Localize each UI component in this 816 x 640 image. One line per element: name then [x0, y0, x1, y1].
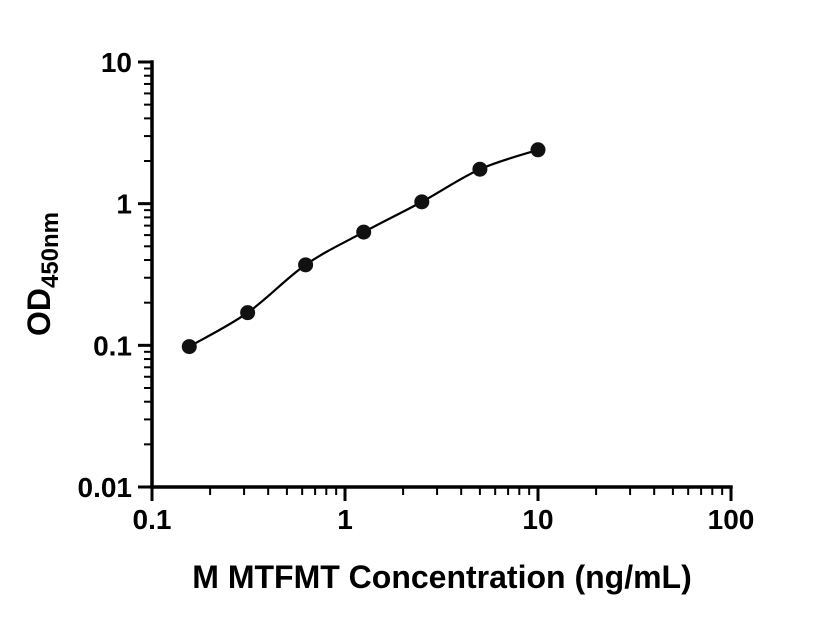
data-point-marker: [181, 339, 197, 355]
data-point-marker: [414, 194, 430, 210]
data-point-marker: [472, 161, 488, 177]
x-tick-label: 10: [522, 504, 553, 535]
data-point-marker: [240, 305, 256, 321]
y-tick-label: 0.1: [93, 330, 132, 361]
y-tick-label: 1: [116, 189, 132, 220]
x-axis-label: M MTFMT Concentration (ng/mL): [192, 559, 691, 595]
y-axis-label-subscript: 450nm: [37, 212, 64, 288]
x-tick-label: 100: [708, 504, 755, 535]
y-tick-label: 0.01: [78, 472, 133, 503]
x-tick-label: 0.1: [133, 504, 172, 535]
data-point-marker: [356, 224, 372, 240]
data-point-marker: [530, 142, 546, 158]
y-tick-label: 10: [101, 47, 132, 78]
x-tick-label: 1: [337, 504, 353, 535]
data-point-marker: [298, 257, 314, 273]
y-axis-label-main: OD: [21, 288, 57, 336]
y-axis-label: OD450nm: [21, 212, 64, 336]
